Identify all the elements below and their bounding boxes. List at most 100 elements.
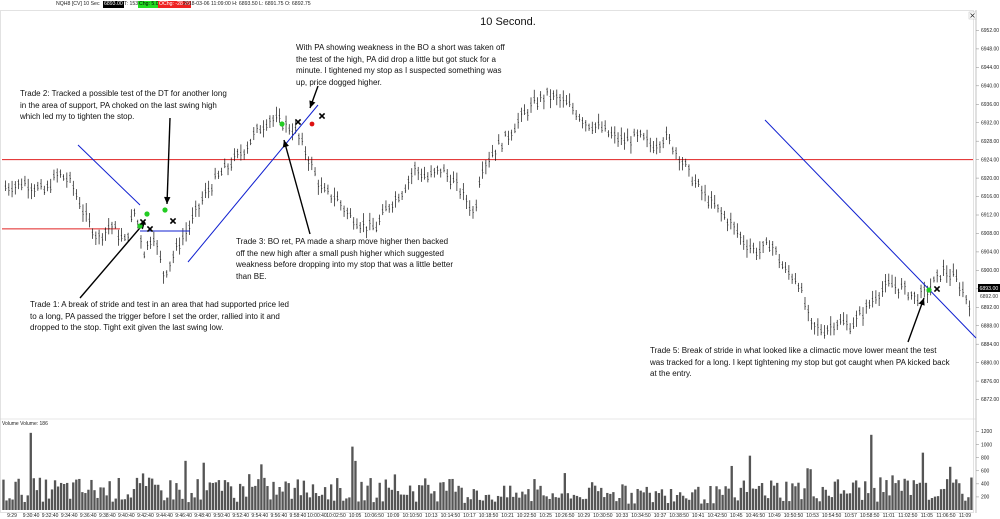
close-icon[interactable] (968, 11, 977, 20)
volume-bar (402, 494, 406, 510)
volume-bar (733, 497, 736, 510)
volume-bar (700, 503, 703, 510)
volume-bar (11, 499, 14, 510)
volume-bar (709, 485, 712, 510)
arrow-shaft (166, 117, 171, 205)
volume-bar (548, 498, 551, 510)
exit-marker (933, 285, 941, 293)
volume-bar (876, 501, 879, 510)
volume-bar (32, 478, 35, 510)
price-tick-label: 6912.00 (981, 213, 999, 219)
time-tick-label: 10:29 (578, 513, 591, 519)
volume-bar (187, 502, 190, 510)
price-tick-label: 6884.00 (981, 342, 999, 348)
volume-bar (390, 489, 394, 510)
volume-bar (193, 497, 196, 510)
volume-axis: 1200 1000 800 600 400 200 (976, 429, 992, 501)
volume-bar (357, 501, 360, 510)
time-tick-label: 10:10:50 (403, 513, 423, 519)
volume-bar (323, 487, 327, 510)
time-tick-label: 10:30:50 (593, 513, 613, 519)
exit-marker (318, 112, 326, 120)
volume-bar (47, 498, 51, 510)
volume-bar (263, 477, 266, 510)
header-ticks: T: 153 (124, 1, 139, 7)
volume-bar (915, 483, 918, 510)
exit-marker (294, 118, 302, 126)
arrow-head (309, 100, 316, 108)
volume-bar (84, 493, 87, 510)
volume-bar (5, 500, 8, 510)
volume-bar (254, 485, 257, 510)
time-tick-label: 9:38:40 (99, 513, 116, 519)
volume-bar (384, 479, 387, 510)
volume-bar (463, 502, 466, 510)
arrow-head (918, 298, 925, 306)
volume-bar (229, 486, 233, 510)
volume-bar (521, 491, 524, 510)
volume-bar (117, 477, 120, 510)
volume-bar (873, 487, 876, 510)
volume-bar (418, 485, 421, 510)
volume-bar (369, 478, 372, 510)
price-tick-label: 6940.00 (981, 84, 999, 90)
time-tick-label: 11:05 (921, 513, 933, 519)
volume-bar (366, 485, 369, 510)
volume-bar (560, 493, 563, 510)
time-tick-label: 10:41 (692, 513, 705, 519)
volume-bar (248, 474, 251, 510)
volume-tick-label: 200 (981, 495, 990, 501)
volume-bar (827, 495, 830, 510)
arrow-shaft (283, 139, 311, 235)
volume-bar (430, 493, 433, 510)
volume-bar (20, 494, 23, 510)
volume-bar (648, 492, 651, 510)
volume-bar (557, 497, 560, 510)
volume-bar (933, 496, 937, 510)
volume-bar (939, 489, 943, 510)
volume-bar (372, 502, 375, 510)
price-bars (4, 87, 971, 339)
volume-bar (782, 500, 785, 510)
volume-bar (387, 487, 390, 510)
volume-bar (141, 473, 145, 510)
volume-bar (867, 493, 870, 510)
volume-bar (839, 493, 843, 510)
volume-bar (460, 487, 463, 510)
volume-bar (202, 462, 205, 510)
volume-bar (715, 486, 718, 510)
volume-bar (484, 494, 488, 510)
volume-bar (114, 498, 117, 510)
volume-bar (685, 498, 688, 510)
volume-bar (245, 496, 248, 510)
volume-bar (56, 486, 60, 510)
volume-bar (551, 493, 554, 510)
volume-bar (281, 491, 284, 510)
volume-bar (147, 477, 151, 510)
volume-bar (326, 499, 330, 510)
volume-bar (266, 486, 269, 510)
volume-bar (314, 493, 318, 510)
volume-bar (945, 479, 949, 510)
volume-bar (354, 460, 357, 510)
time-tick-label: 10:46:50 (746, 513, 766, 519)
price-tick-label: 6880.00 (981, 360, 999, 366)
time-tick-label: 9:34:40 (61, 513, 78, 519)
volume-bar (594, 485, 597, 510)
volume-bar (958, 483, 961, 510)
volume-bar (26, 495, 29, 510)
volume-bar (296, 479, 299, 510)
time-tick-label: 9:42:40 (137, 513, 154, 519)
volume-bar (105, 495, 108, 510)
volume-bar (466, 497, 469, 510)
volume-bar (952, 482, 955, 510)
volume-bar (788, 501, 791, 510)
volume-bar (87, 489, 90, 510)
volume-bar (627, 503, 630, 510)
volume-bar (199, 499, 202, 510)
volume-bar (836, 479, 840, 510)
volume-bar (293, 487, 296, 510)
volume-bar (66, 482, 69, 510)
trend-lines (77, 104, 977, 339)
volume-bar (833, 481, 837, 510)
